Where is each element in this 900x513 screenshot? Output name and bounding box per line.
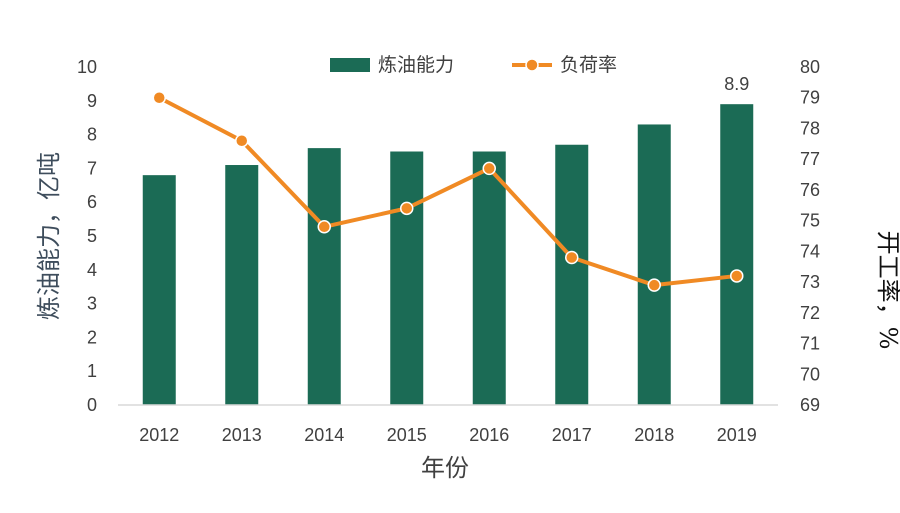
right-y-tick: 73 bbox=[800, 272, 820, 292]
right-y-axis-title: 开工率，% bbox=[874, 231, 900, 350]
left-y-tick: 10 bbox=[77, 57, 97, 77]
right-y-tick: 77 bbox=[800, 149, 820, 169]
x-tick-2013: 2013 bbox=[222, 425, 262, 445]
right-y-axis-ticks: 69 70 71 72 73 74 75 76 77 78 79 80 bbox=[800, 57, 820, 415]
line-series-path bbox=[158, 95, 737, 288]
bar-2013 bbox=[225, 165, 259, 405]
line-point-2013 bbox=[235, 133, 249, 148]
line-series-layer bbox=[152, 90, 744, 292]
left-y-tick: 6 bbox=[87, 192, 97, 212]
bar-2012 bbox=[142, 175, 176, 405]
data-label-2019: 8.9 bbox=[724, 74, 749, 94]
right-y-tick: 75 bbox=[800, 211, 820, 231]
left-y-tick: 1 bbox=[87, 361, 97, 381]
right-y-tick: 80 bbox=[800, 57, 820, 77]
x-axis-ticks: 2012 2013 2014 2015 2016 2017 2018 2019 bbox=[139, 425, 757, 445]
line-point-2012 bbox=[152, 90, 166, 105]
legend-bar-swatch bbox=[330, 58, 370, 72]
right-y-tick: 71 bbox=[800, 334, 820, 354]
bars-layer bbox=[142, 104, 754, 406]
line-point-2017 bbox=[565, 250, 579, 265]
x-tick-2019: 2019 bbox=[717, 425, 757, 445]
left-y-tick: 7 bbox=[87, 158, 97, 178]
line-point-2014 bbox=[317, 220, 331, 234]
bar-2017 bbox=[555, 144, 589, 406]
left-y-tick: 3 bbox=[87, 294, 97, 314]
right-y-tick: 69 bbox=[800, 395, 820, 415]
bar-2014 bbox=[307, 148, 341, 405]
right-y-tick: 76 bbox=[800, 180, 820, 200]
left-y-tick: 9 bbox=[87, 91, 97, 111]
line-point-2016 bbox=[482, 161, 496, 176]
x-tick-2014: 2014 bbox=[304, 425, 344, 445]
left-y-tick: 2 bbox=[87, 327, 97, 347]
left-y-tick: 0 bbox=[87, 395, 97, 415]
bar-2016 bbox=[472, 151, 506, 405]
legend: 炼油能力 负荷率 bbox=[330, 54, 617, 76]
legend-bar-label: 炼油能力 bbox=[378, 54, 454, 76]
right-y-tick: 78 bbox=[800, 118, 820, 138]
left-y-axis-ticks: 0 1 2 3 4 5 6 7 8 9 10 bbox=[77, 57, 97, 415]
left-y-tick: 4 bbox=[87, 260, 97, 280]
line-point-2018 bbox=[647, 278, 661, 292]
right-y-tick: 70 bbox=[800, 364, 820, 384]
x-axis-title: 年份 bbox=[421, 454, 469, 482]
left-y-tick: 8 bbox=[87, 125, 97, 145]
bar-2015 bbox=[390, 151, 424, 405]
x-tick-2016: 2016 bbox=[469, 425, 509, 445]
left-y-tick: 5 bbox=[87, 226, 97, 246]
legend-line-label: 负荷率 bbox=[560, 54, 617, 76]
bar-2019 bbox=[720, 104, 754, 406]
data-labels: 8.9 bbox=[724, 74, 749, 94]
line-point-2015 bbox=[400, 201, 414, 216]
line-point-2019 bbox=[730, 269, 744, 283]
left-y-axis-title: 炼油能力，亿吨 bbox=[35, 152, 63, 320]
right-y-tick: 79 bbox=[800, 88, 820, 108]
right-y-tick: 74 bbox=[800, 241, 820, 261]
x-tick-2018: 2018 bbox=[634, 425, 674, 445]
legend-line-marker bbox=[525, 58, 539, 72]
bar-2018 bbox=[637, 124, 671, 406]
x-tick-2017: 2017 bbox=[552, 425, 592, 445]
right-y-tick: 72 bbox=[800, 303, 820, 323]
x-tick-2012: 2012 bbox=[139, 425, 179, 445]
x-tick-2015: 2015 bbox=[387, 425, 427, 445]
